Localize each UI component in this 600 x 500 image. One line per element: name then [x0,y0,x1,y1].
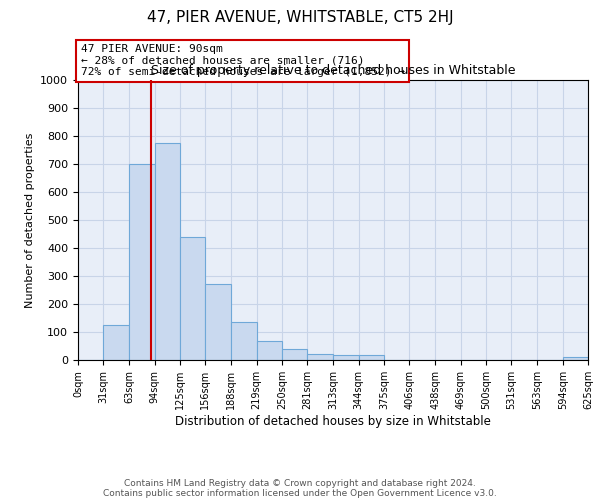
Y-axis label: Number of detached properties: Number of detached properties [25,132,35,308]
Text: Contains HM Land Registry data © Crown copyright and database right 2024.: Contains HM Land Registry data © Crown c… [124,478,476,488]
Bar [334,355,359,360]
X-axis label: Distribution of detached houses by size in Whitstable: Distribution of detached houses by size … [175,414,491,428]
Text: Contains public sector information licensed under the Open Government Licence v3: Contains public sector information licen… [103,488,497,498]
Bar [563,357,588,360]
Text: 47, PIER AVENUE, WHITSTABLE, CT5 2HJ: 47, PIER AVENUE, WHITSTABLE, CT5 2HJ [146,10,454,25]
Bar [257,341,282,360]
Text: 47 PIER AVENUE: 90sqm
← 28% of detached houses are smaller (716)
72% of semi-det: 47 PIER AVENUE: 90sqm ← 28% of detached … [80,44,404,77]
Bar [232,322,257,360]
Bar [155,143,180,360]
Bar [180,237,205,360]
Bar [130,164,155,360]
Bar [103,325,128,360]
Bar [205,284,230,360]
Title: Size of property relative to detached houses in Whitstable: Size of property relative to detached ho… [151,64,515,78]
Bar [282,349,307,360]
Bar [359,355,384,360]
Bar [307,354,332,360]
